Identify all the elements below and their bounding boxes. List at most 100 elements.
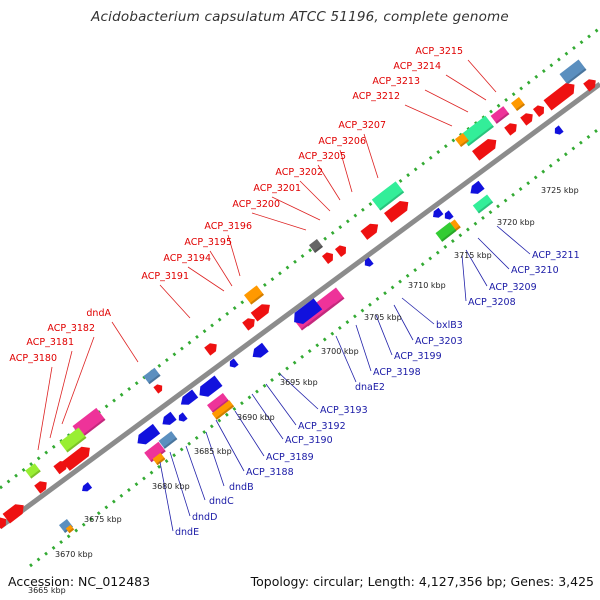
- scale-label: 3725 kbp: [541, 186, 579, 195]
- label-leader-line: [355, 324, 372, 372]
- gene-block: [384, 200, 409, 223]
- label-leader-line: [393, 304, 414, 341]
- label-leader-line: [424, 89, 469, 113]
- gene-block: [543, 83, 575, 111]
- gene-block: [143, 367, 161, 385]
- label-leader-line: [159, 284, 191, 319]
- gene-block: [433, 207, 444, 218]
- label-leader-line: [265, 383, 297, 426]
- scale-label: 3680 kbp: [152, 482, 190, 491]
- gene-label: ACP_3189: [266, 452, 314, 463]
- scale-label: 3685 kbp: [194, 447, 232, 456]
- gene-block: [25, 463, 41, 479]
- scale-label: 3710 kbp: [408, 281, 446, 290]
- gene-block: [472, 138, 497, 161]
- reverse-gene-labels: ACP_3211 ACP_3210 ACP_3209 ACP_3208 bxlB3 ACP…: [175, 250, 580, 538]
- gene-block: [460, 115, 494, 147]
- gene-block: [371, 181, 405, 211]
- gene-block: [435, 222, 457, 242]
- label-leader-line: [61, 336, 95, 425]
- forward-gene-labels: ACP_3215 ACP_3214 ACP_3213 ACP_3212 ACP_3207…: [9, 46, 463, 364]
- gene-block: [207, 392, 229, 414]
- gene-label: dndB: [229, 482, 254, 493]
- label-leader-line: [445, 74, 487, 101]
- gene-label: ACP_3195: [184, 237, 232, 248]
- gene-block: [242, 318, 255, 331]
- gene-label: ACP_3188: [246, 467, 294, 478]
- scale-label: 3675 kbp: [84, 515, 122, 524]
- label-leader-line: [205, 431, 225, 487]
- gene-block: [454, 132, 470, 148]
- gene-block: [65, 524, 75, 534]
- label-leader-line: [159, 461, 174, 532]
- topology-summary: Topology: circular; Length: 4,127,356 bp…: [250, 574, 594, 589]
- gene-block: [532, 105, 544, 118]
- gene-block: [504, 123, 517, 136]
- gene-label: dndA: [86, 308, 111, 319]
- gene-label: dndE: [175, 527, 199, 538]
- gene-label: ACP_3193: [320, 405, 368, 416]
- gene-label: ACP_3200: [232, 199, 280, 210]
- gene-label: ACP_3194: [163, 253, 211, 264]
- gene-block: [294, 298, 323, 325]
- label-leader-line: [209, 250, 233, 287]
- gene-block: [250, 304, 270, 322]
- gene-block: [0, 517, 6, 530]
- gene-block: [204, 343, 217, 356]
- label-leader-line: [299, 180, 331, 212]
- label-leader-line: [461, 254, 467, 302]
- gene-block: [321, 252, 333, 265]
- gene-label: ACP_3212: [352, 91, 400, 102]
- gene-block: [360, 223, 379, 240]
- gene-block: [180, 389, 199, 405]
- scale-label: 3720 kbp: [497, 218, 535, 227]
- gene-block: [178, 412, 188, 422]
- label-leader-line: [477, 237, 510, 270]
- gene-label: ACP_3180: [9, 353, 57, 364]
- label-leader-line: [279, 373, 319, 410]
- scale-label: 3695 kbp: [280, 378, 318, 387]
- label-leader-line: [335, 335, 357, 383]
- label-leader-line: [234, 410, 265, 457]
- label-leader-line: [363, 133, 379, 179]
- reverse-strand-dots: [29, 126, 600, 568]
- gene-label: ACP_3192: [298, 421, 346, 432]
- gene-label: bxlB3: [436, 320, 463, 331]
- gene-block: [34, 481, 47, 494]
- gene-block: [472, 194, 494, 214]
- gene-block: [444, 210, 454, 220]
- gene-label: ACP_3210: [511, 265, 559, 276]
- genome-backbone: [0, 81, 600, 530]
- gene-label: ACP_3198: [373, 367, 421, 378]
- gene-label: ACP_3215: [415, 46, 463, 57]
- label-leader-line: [467, 59, 497, 93]
- gene-label: ACP_3209: [489, 282, 537, 293]
- gene-block: [152, 452, 166, 466]
- label-leader-line: [375, 314, 393, 356]
- scale-label: 3665 kbp: [28, 586, 66, 595]
- scale-label: 3715 kbp: [454, 251, 492, 260]
- gene-label: ACP_3203: [415, 336, 463, 347]
- gene-label: ACP_3201: [253, 183, 301, 194]
- gene-block: [211, 400, 235, 420]
- gene-track: [0, 59, 596, 534]
- scale-label: 3690 kbp: [237, 413, 275, 422]
- label-leader-line: [404, 104, 453, 127]
- gene-block: [583, 79, 596, 92]
- label-leader-line: [496, 225, 531, 255]
- gene-label: ACP_3205: [298, 151, 346, 162]
- label-leaders: [37, 59, 531, 532]
- gene-block: [153, 384, 163, 394]
- label-leader-line: [37, 366, 53, 451]
- gene-block: [137, 423, 161, 445]
- gene-label: ACP_3211: [532, 250, 580, 261]
- accession-text: Accession: NC_012483: [8, 574, 151, 589]
- gene-block: [244, 285, 264, 305]
- gene-block: [199, 375, 223, 397]
- label-leader-line: [339, 149, 353, 193]
- gene-block: [308, 238, 324, 254]
- label-leader-line: [251, 393, 284, 440]
- label-leader-line: [111, 321, 139, 363]
- gene-block: [62, 446, 90, 471]
- gene-label: ACP_3196: [204, 221, 252, 232]
